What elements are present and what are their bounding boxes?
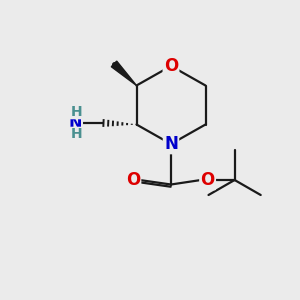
Text: N: N (164, 135, 178, 153)
Text: O: O (126, 171, 140, 189)
Polygon shape (111, 61, 136, 86)
Text: H: H (71, 128, 82, 141)
Text: O: O (200, 171, 215, 189)
Text: O: O (164, 57, 178, 75)
Text: N: N (68, 116, 82, 130)
Text: H: H (71, 105, 82, 118)
